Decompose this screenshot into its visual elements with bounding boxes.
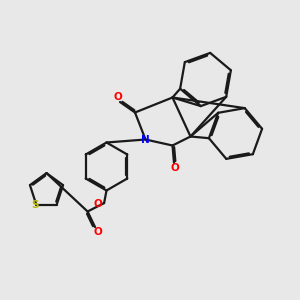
Text: N: N [140, 135, 149, 145]
Text: O: O [94, 227, 103, 237]
Text: O: O [113, 92, 122, 102]
Text: O: O [171, 163, 180, 173]
Text: O: O [93, 199, 102, 209]
Text: S: S [31, 200, 38, 210]
